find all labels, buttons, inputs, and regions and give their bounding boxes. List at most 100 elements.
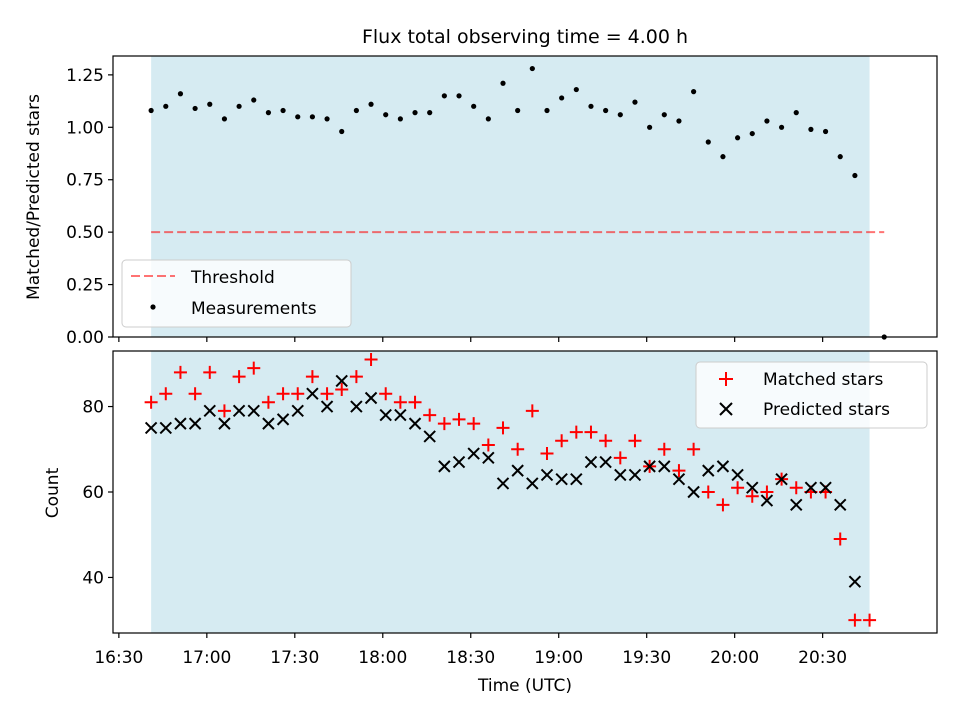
predicted-star-point <box>379 408 392 422</box>
matched-star-point <box>863 613 877 627</box>
matched-star-point <box>511 442 525 456</box>
measurement-point <box>163 103 169 109</box>
matched-star-point <box>467 417 481 431</box>
matched-star-point <box>731 481 745 495</box>
matched-star-point <box>393 395 407 409</box>
predicted-star-point <box>628 468 642 482</box>
top-legend: Threshold Measurements <box>121 259 352 328</box>
matched-star-point <box>760 485 774 499</box>
figure-title: Flux total observing time = 4.00 h <box>362 26 688 48</box>
measurement-point <box>221 116 228 122</box>
x-axis-label: Time (UTC) <box>477 676 572 696</box>
matched-star-point <box>628 434 642 448</box>
matched-star-point <box>745 489 759 503</box>
predicted-star-point <box>174 417 187 430</box>
measurement-point <box>207 101 213 107</box>
measurement-point <box>500 80 506 86</box>
measurement-point <box>397 116 403 122</box>
predicted-star-point <box>408 417 422 430</box>
measurement-point <box>720 154 726 160</box>
matched-star-point <box>569 425 583 439</box>
measurement-point <box>822 128 829 135</box>
top-y-tick-label: 0.50 <box>66 223 104 243</box>
legend-predicted-swatch <box>719 402 733 416</box>
bottom-ylabel: Count <box>43 467 63 518</box>
measurement-point <box>309 114 316 120</box>
predicted-star-point <box>716 460 730 473</box>
matched-star-point <box>599 434 613 448</box>
matched-star-point <box>525 404 539 418</box>
matched-star-point <box>173 365 187 379</box>
legend-threshold-label: Threshold <box>190 268 275 288</box>
matched-star-point <box>423 408 437 422</box>
predicted-star-point <box>291 404 304 418</box>
legend-measurement-label: Measurements <box>191 299 317 319</box>
predicted-star-point <box>482 451 495 465</box>
measurement-point <box>793 110 799 116</box>
predicted-star-point <box>599 455 612 469</box>
measurement-point <box>764 118 770 124</box>
matched-star-point <box>496 421 510 435</box>
predicted-star-point <box>584 455 598 469</box>
measurement-point <box>412 110 418 116</box>
matched-star-point <box>276 387 290 401</box>
predicted-star-point <box>467 447 480 460</box>
matched-star-point <box>247 361 261 375</box>
matched-star-point <box>789 481 803 495</box>
matched-star-point <box>144 395 158 409</box>
matched-star-point <box>613 451 627 465</box>
predicted-star-point <box>144 421 158 435</box>
measurement-point <box>251 97 257 103</box>
predicted-star-point <box>423 430 436 443</box>
measurement-point <box>280 107 286 114</box>
predicted-star-point <box>672 472 686 486</box>
predicted-star-point <box>614 468 627 482</box>
matched-star-point <box>687 442 701 456</box>
top-ylabel: Matched/Predicted stars <box>24 94 44 300</box>
measurement-point <box>691 89 697 95</box>
measurement-points <box>148 65 887 340</box>
measurement-point <box>588 103 594 109</box>
matched-star-point <box>848 613 862 627</box>
bottom-legend-box <box>695 361 928 429</box>
predicted-star-point <box>570 472 583 486</box>
measurement-point <box>544 107 550 114</box>
measurement-point <box>661 112 667 118</box>
measurement-point <box>573 86 579 93</box>
matched-star-point <box>701 485 715 499</box>
measurement-point <box>617 112 623 118</box>
top-y-tick-label: 0.25 <box>66 276 104 296</box>
top-y-axis: 0.00 0.25 0.50 0.75 1.00 1.25 <box>66 66 113 348</box>
measurement-point <box>324 116 330 122</box>
top-panel: 0.00 0.25 0.50 0.75 1.00 1.25 Matched/Predict… <box>24 55 938 348</box>
predicted-star-point <box>526 477 539 490</box>
measurement-point <box>339 128 345 135</box>
predicted-star-point <box>775 472 788 486</box>
predicted-star-point <box>232 404 246 418</box>
top-y-tick-label: 1.25 <box>66 66 104 86</box>
measurement-point <box>368 101 374 107</box>
predicted-star-point <box>203 404 216 418</box>
matched-star-point <box>379 387 393 401</box>
predicted-star-point <box>511 464 524 477</box>
matched-star-point <box>584 425 598 439</box>
measurement-point <box>427 110 433 116</box>
predicted-star-point <box>834 498 847 512</box>
measurement-point <box>456 93 462 99</box>
predicted-star-point <box>306 387 319 400</box>
predicted-star-point <box>702 464 715 477</box>
measurement-point <box>808 126 814 132</box>
predicted-star-point <box>496 477 510 490</box>
bottom-y-tick-label: 80 <box>82 398 104 418</box>
measurement-point <box>441 93 447 99</box>
predicted-star-point <box>394 408 407 422</box>
x-tick-label: 18:30 <box>446 648 495 668</box>
matched-star-point <box>833 532 847 546</box>
measurement-point <box>192 105 198 112</box>
matched-star-point <box>159 387 173 401</box>
x-tick-label: 17:30 <box>270 648 319 668</box>
measurement-point <box>749 130 755 137</box>
measurement-point <box>471 103 477 109</box>
matched-star-point <box>437 417 451 431</box>
